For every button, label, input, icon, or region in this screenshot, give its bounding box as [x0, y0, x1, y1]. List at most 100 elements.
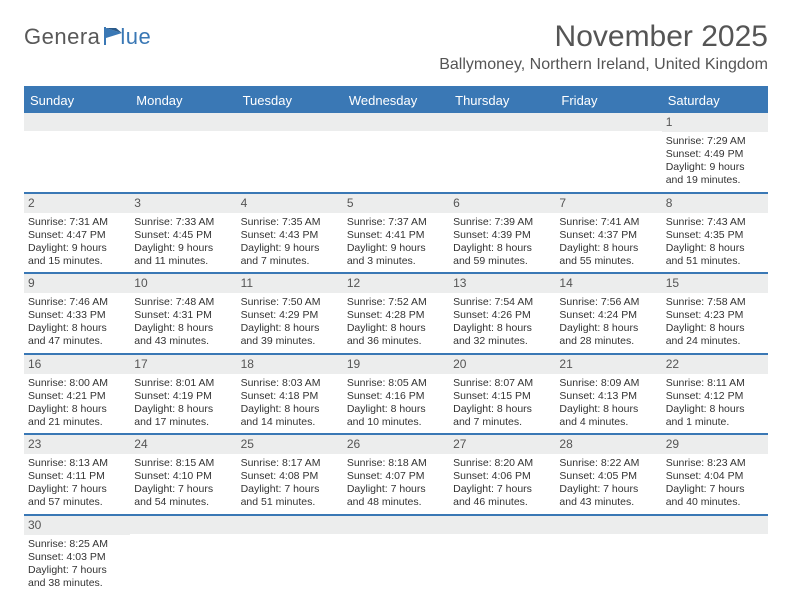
- weekday-header: Thursday: [449, 88, 555, 113]
- sunset-line: Sunset: 4:06 PM: [453, 470, 551, 483]
- calendar-week: 30Sunrise: 8:25 AMSunset: 4:03 PMDayligh…: [24, 516, 768, 595]
- daylight-line: Daylight: 7 hours: [347, 483, 445, 496]
- day-number: 4: [237, 194, 343, 213]
- daylight-line: and 57 minutes.: [28, 496, 126, 509]
- daylight-line: Daylight: 9 hours: [241, 242, 339, 255]
- calendar: SundayMondayTuesdayWednesdayThursdayFrid…: [24, 86, 768, 594]
- day-number: 21: [555, 355, 661, 374]
- day-number: [449, 516, 555, 534]
- daylight-line: Daylight: 8 hours: [453, 403, 551, 416]
- sunset-line: Sunset: 4:37 PM: [559, 229, 657, 242]
- daylight-line: and 36 minutes.: [347, 335, 445, 348]
- day-number: 29: [662, 435, 768, 454]
- sunset-line: Sunset: 4:21 PM: [28, 390, 126, 403]
- calendar-day: 17Sunrise: 8:01 AMSunset: 4:19 PMDayligh…: [130, 355, 236, 434]
- calendar-day: 30Sunrise: 8:25 AMSunset: 4:03 PMDayligh…: [24, 516, 130, 595]
- title-block: November 2025 Ballymoney, Northern Irela…: [439, 20, 768, 74]
- calendar-day: 7Sunrise: 7:41 AMSunset: 4:37 PMDaylight…: [555, 194, 661, 273]
- sunrise-line: Sunrise: 8:18 AM: [347, 457, 445, 470]
- sunrise-line: Sunrise: 7:54 AM: [453, 296, 551, 309]
- day-number: 20: [449, 355, 555, 374]
- sunrise-line: Sunrise: 7:35 AM: [241, 216, 339, 229]
- calendar-day: 25Sunrise: 8:17 AMSunset: 4:08 PMDayligh…: [237, 435, 343, 514]
- day-number: 11: [237, 274, 343, 293]
- sunrise-line: Sunrise: 7:50 AM: [241, 296, 339, 309]
- day-number: [662, 516, 768, 534]
- sunset-line: Sunset: 4:49 PM: [666, 148, 764, 161]
- daylight-line: Daylight: 7 hours: [241, 483, 339, 496]
- daylight-line: Daylight: 8 hours: [453, 322, 551, 335]
- sunset-line: Sunset: 4:03 PM: [28, 551, 126, 564]
- sunset-line: Sunset: 4:28 PM: [347, 309, 445, 322]
- sunrise-line: Sunrise: 8:15 AM: [134, 457, 232, 470]
- day-number: [130, 113, 236, 131]
- weekday-header: Monday: [130, 88, 236, 113]
- sunrise-line: Sunrise: 7:39 AM: [453, 216, 551, 229]
- sunrise-line: Sunrise: 8:03 AM: [241, 377, 339, 390]
- calendar-day: 14Sunrise: 7:56 AMSunset: 4:24 PMDayligh…: [555, 274, 661, 353]
- daylight-line: and 54 minutes.: [134, 496, 232, 509]
- header: Genera lue November 2025 Ballymoney, Nor…: [24, 20, 768, 74]
- location: Ballymoney, Northern Ireland, United Kin…: [439, 56, 768, 74]
- sunrise-line: Sunrise: 8:11 AM: [666, 377, 764, 390]
- calendar-day: [343, 113, 449, 192]
- daylight-line: and 59 minutes.: [453, 255, 551, 268]
- sunset-line: Sunset: 4:47 PM: [28, 229, 126, 242]
- daylight-line: and 46 minutes.: [453, 496, 551, 509]
- day-number: 15: [662, 274, 768, 293]
- sunset-line: Sunset: 4:15 PM: [453, 390, 551, 403]
- sunset-line: Sunset: 4:12 PM: [666, 390, 764, 403]
- weekday-header: Wednesday: [343, 88, 449, 113]
- calendar-day: 29Sunrise: 8:23 AMSunset: 4:04 PMDayligh…: [662, 435, 768, 514]
- daylight-line: and 11 minutes.: [134, 255, 232, 268]
- day-number: 24: [130, 435, 236, 454]
- sunrise-line: Sunrise: 7:33 AM: [134, 216, 232, 229]
- sunrise-line: Sunrise: 7:46 AM: [28, 296, 126, 309]
- day-number: 9: [24, 274, 130, 293]
- calendar-day: [449, 516, 555, 595]
- calendar-day: 26Sunrise: 8:18 AMSunset: 4:07 PMDayligh…: [343, 435, 449, 514]
- day-number: 25: [237, 435, 343, 454]
- sunrise-line: Sunrise: 8:20 AM: [453, 457, 551, 470]
- calendar-day: 6Sunrise: 7:39 AMSunset: 4:39 PMDaylight…: [449, 194, 555, 273]
- sunset-line: Sunset: 4:35 PM: [666, 229, 764, 242]
- daylight-line: Daylight: 7 hours: [28, 564, 126, 577]
- daylight-line: and 15 minutes.: [28, 255, 126, 268]
- daylight-line: Daylight: 8 hours: [559, 242, 657, 255]
- daylight-line: Daylight: 8 hours: [241, 403, 339, 416]
- daylight-line: and 1 minute.: [666, 416, 764, 429]
- daylight-line: Daylight: 8 hours: [28, 322, 126, 335]
- day-number: [237, 516, 343, 534]
- day-number: 16: [24, 355, 130, 374]
- sunrise-line: Sunrise: 8:00 AM: [28, 377, 126, 390]
- calendar-day: [662, 516, 768, 595]
- sunset-line: Sunset: 4:19 PM: [134, 390, 232, 403]
- sunset-line: Sunset: 4:33 PM: [28, 309, 126, 322]
- day-number: 7: [555, 194, 661, 213]
- daylight-line: and 43 minutes.: [559, 496, 657, 509]
- daylight-line: Daylight: 9 hours: [666, 161, 764, 174]
- sunrise-line: Sunrise: 8:07 AM: [453, 377, 551, 390]
- daylight-line: and 17 minutes.: [134, 416, 232, 429]
- daylight-line: Daylight: 8 hours: [559, 322, 657, 335]
- sunrise-line: Sunrise: 8:09 AM: [559, 377, 657, 390]
- daylight-line: and 28 minutes.: [559, 335, 657, 348]
- day-number: 28: [555, 435, 661, 454]
- daylight-line: and 7 minutes.: [453, 416, 551, 429]
- sunset-line: Sunset: 4:18 PM: [241, 390, 339, 403]
- calendar-day: 11Sunrise: 7:50 AMSunset: 4:29 PMDayligh…: [237, 274, 343, 353]
- daylight-line: and 47 minutes.: [28, 335, 126, 348]
- day-number: [24, 113, 130, 131]
- day-number: 3: [130, 194, 236, 213]
- sunset-line: Sunset: 4:07 PM: [347, 470, 445, 483]
- calendar-day: 19Sunrise: 8:05 AMSunset: 4:16 PMDayligh…: [343, 355, 449, 434]
- sunrise-line: Sunrise: 8:13 AM: [28, 457, 126, 470]
- day-number: [130, 516, 236, 534]
- calendar-day: 4Sunrise: 7:35 AMSunset: 4:43 PMDaylight…: [237, 194, 343, 273]
- day-number: 14: [555, 274, 661, 293]
- daylight-line: and 40 minutes.: [666, 496, 764, 509]
- sunrise-line: Sunrise: 8:22 AM: [559, 457, 657, 470]
- sunrise-line: Sunrise: 7:29 AM: [666, 135, 764, 148]
- daylight-line: and 55 minutes.: [559, 255, 657, 268]
- daylight-line: Daylight: 8 hours: [666, 403, 764, 416]
